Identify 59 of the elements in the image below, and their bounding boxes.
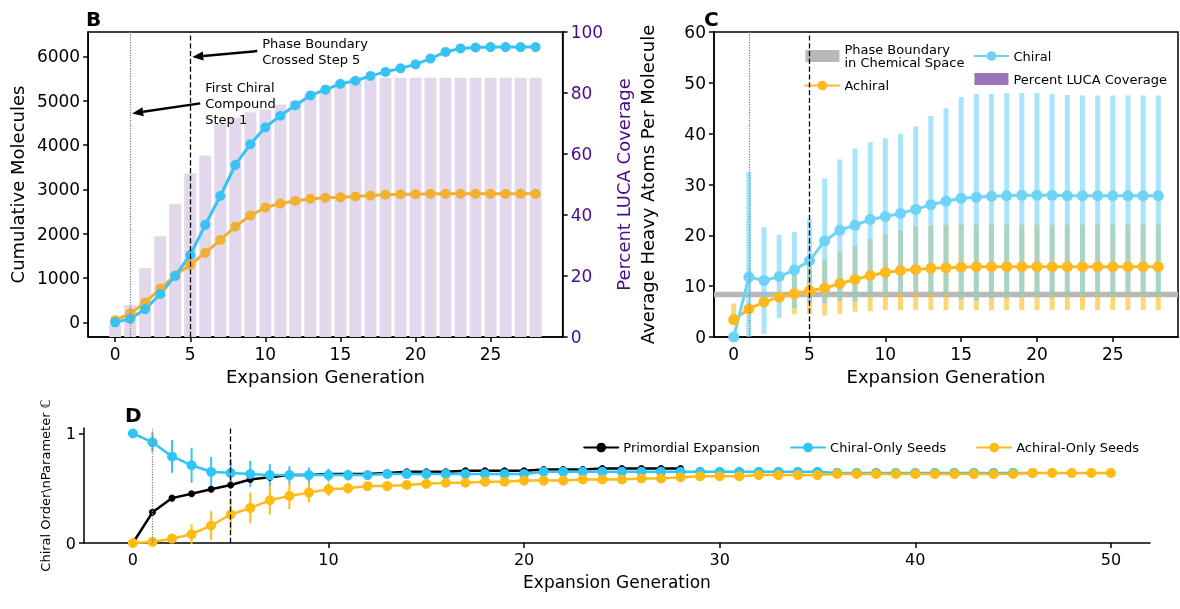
- x-tick-label: 50: [1100, 549, 1122, 569]
- x-tick-label: 20: [513, 549, 535, 569]
- annotation: First Chiral Compound Step 1: [205, 79, 276, 127]
- x-axis-title: Expansion Generation: [523, 571, 711, 592]
- legend-label: Primordial Expansion: [623, 440, 761, 455]
- x-tick-label: 10: [318, 549, 339, 569]
- y2-axis-title: Percent LUCA Coverage: [612, 78, 634, 291]
- chart-title: C: [704, 7, 719, 31]
- y-tick-label: 1000: [36, 268, 81, 289]
- y2-tick-label: 40: [570, 205, 593, 225]
- y-tick-label: 1: [65, 423, 76, 443]
- y-tick-label: 0: [69, 312, 81, 333]
- y-tick-label: 0: [695, 327, 706, 347]
- y-tick-label: 5000: [36, 90, 81, 111]
- y-tick-label: 0: [65, 533, 76, 553]
- y-tick-label: 50: [684, 72, 706, 93]
- legend-label: Chiral-Only Seeds: [830, 440, 947, 455]
- x-tick-label: 0: [127, 549, 138, 569]
- y2-tick-label: 100: [570, 22, 604, 42]
- y-tick-label: 20: [684, 225, 706, 246]
- x-axis-title: Expansion Generation: [225, 365, 425, 387]
- chart-title: B: [86, 7, 102, 31]
- legend-label: Achiral-Only Seeds: [1016, 440, 1140, 455]
- y-tick-label: 10: [684, 276, 706, 297]
- chart-title: D: [125, 403, 142, 427]
- x-tick-label: 25: [1101, 343, 1124, 364]
- y-tick-label: 40: [684, 123, 706, 144]
- legend-label: Chiral: [1013, 48, 1052, 64]
- x-tick-label: 5: [804, 343, 815, 364]
- y-axis-title: Average Heavy Atoms Per Molecule: [636, 24, 658, 345]
- x-tick-label: 15: [329, 343, 352, 364]
- y2-tick-label: 60: [570, 144, 593, 164]
- y2-tick-label: 0: [570, 327, 582, 347]
- y-tick-label: 30: [684, 174, 706, 195]
- legend-label: Percent LUCA Coverage: [1013, 71, 1167, 87]
- x-tick-label: 15: [950, 343, 972, 364]
- x-tick-label: 10: [874, 343, 897, 364]
- x-tick-label: 5: [184, 343, 196, 364]
- y-tick-label: 3000: [36, 179, 81, 200]
- x-tick-label: 20: [404, 343, 427, 364]
- y-tick-label: 4000: [36, 135, 81, 156]
- y-tick-label: 60: [684, 22, 706, 42]
- y-axis-title: Cumulative Molecules: [6, 85, 28, 284]
- y-tick-label: 2000: [36, 223, 81, 244]
- x-tick-label: 10: [254, 343, 277, 364]
- legend-label: Achiral: [844, 78, 889, 93]
- ref-line-label: Phase Boundary Crossed Step 5: [262, 35, 369, 67]
- x-tick-label: 40: [905, 549, 926, 569]
- x-tick-label: 25: [479, 343, 502, 364]
- y2-tick-label: 80: [570, 83, 593, 103]
- y-axis-title: Chiral Order\nParameter ℂ: [38, 399, 53, 572]
- x-tick-label: 0: [728, 343, 740, 364]
- y2-tick-label: 20: [570, 266, 593, 286]
- x-tick-label: 0: [109, 343, 121, 364]
- y-tick-label: 6000: [36, 46, 81, 67]
- x-axis-title: Expansion Generation: [846, 365, 1046, 387]
- legend-label: Phase Boundary in Chemical Space: [844, 42, 965, 70]
- x-tick-label: 20: [1026, 343, 1048, 364]
- x-tick-label: 30: [709, 549, 730, 569]
